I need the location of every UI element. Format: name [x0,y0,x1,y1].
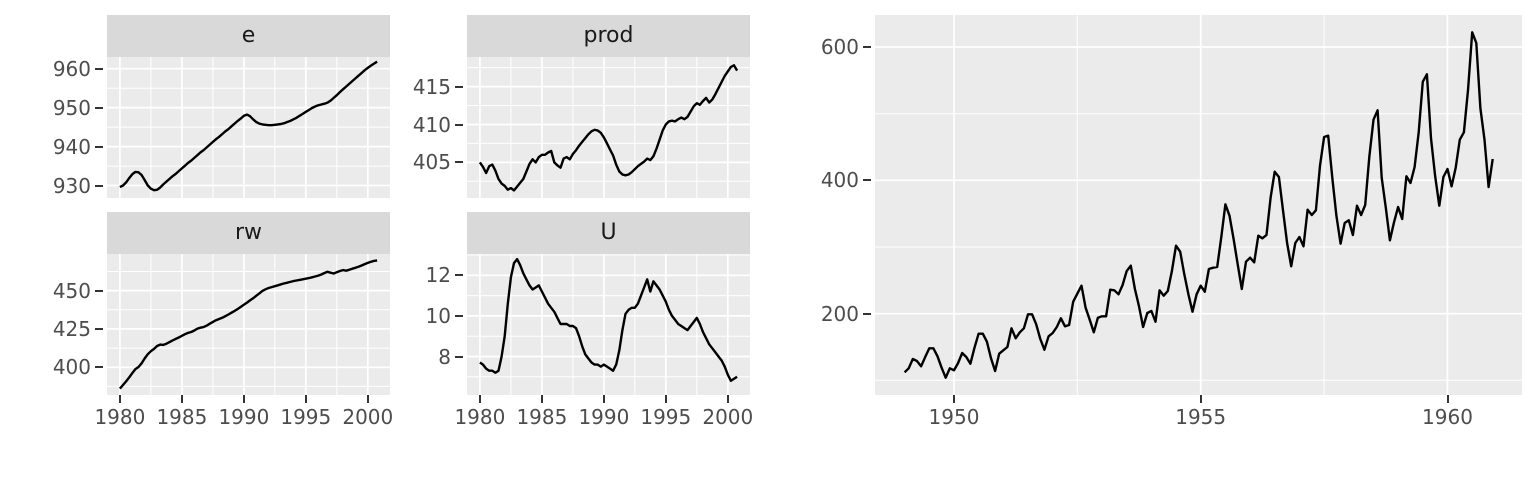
x-tick [664,395,667,403]
y-tick [95,67,103,70]
y-tick [95,327,103,330]
y-axis-prod: 405 410 415 [409,57,467,198]
y-tick [455,161,463,164]
y-tick-label: 400 [820,168,859,193]
x-tick [953,395,955,403]
monthly-time-series-figure: 200 400 600 1950 1955 1960 [815,15,1522,437]
x-tick [726,395,729,403]
x-tick [1199,395,1202,403]
x-tick-label: 1995 [280,405,332,429]
y-tick-label: 415 [412,74,451,99]
y-tick-label: 410 [412,112,451,137]
x-tick [478,395,481,403]
x-tick-label: 1985 [156,405,208,429]
y-tick [455,355,463,358]
panel-rw [107,254,390,395]
y-tick [95,184,103,187]
y-tick [863,312,871,315]
y-tick [455,85,463,88]
y-tick-label: 940 [52,134,91,159]
x-axis-rw: 1980 1985 1990 1995 2000 [94,395,394,435]
y-tick [863,46,871,48]
x-tick-label: 1950 [928,405,980,429]
panel-u [467,254,750,395]
x-tick-label: 2000 [702,405,754,429]
y-tick-label: 950 [52,95,91,120]
y-tick [455,123,463,126]
x-tick-label: 1985 [516,405,568,429]
y-axis-air: 200 400 600 [815,15,875,395]
x-tick [180,395,183,403]
x-tick-label: 1995 [640,405,692,429]
y-axis-rw: 400 425 450 [49,254,107,395]
y-tick-label: 450 [52,278,91,303]
panel-prod [467,57,750,198]
x-tick-label: 1990 [218,405,270,429]
y-tick-label: 405 [412,150,451,175]
facet-strip-e: e [107,15,390,57]
y-tick-label: 8 [438,344,451,369]
y-tick-label: 960 [52,56,91,81]
x-tick-label: 1990 [578,405,630,429]
x-tick [304,395,307,403]
facet-e: e 930 940 950 960 [49,15,390,198]
x-tick [1446,395,1449,403]
y-tick [95,106,103,109]
x-tick [366,395,369,403]
x-tick-label: 2000 [342,405,394,429]
y-tick [95,145,103,148]
facet-strip-u: U [467,212,750,254]
facet-strip-label: e [241,23,256,48]
y-tick [455,274,463,277]
y-tick-label: 425 [52,316,91,341]
y-tick-label: 930 [52,173,91,198]
x-tick-label: 1980 [454,405,506,429]
facet-strip-rw: rw [107,212,390,254]
y-tick [95,366,103,369]
panel-air [875,15,1522,395]
facet-strip-label: rw [234,220,263,245]
x-axis-u: 1980 1985 1990 1995 2000 [454,395,754,435]
x-tick-label: 1955 [1175,405,1227,429]
x-tick-label: 1980 [94,405,146,429]
facet-strip-prod: prod [467,15,750,57]
facet-time-series-figure: e 930 940 950 960 prod 405 410 415 rw 400 425 4… [49,15,754,435]
y-tick-label: 400 [52,355,91,380]
x-tick [242,395,245,403]
x-tick-label: 1960 [1422,405,1473,429]
x-axis-air: 1950 1955 1960 [875,395,1522,437]
facet-strip-label: U [600,220,617,245]
y-tick [863,179,871,182]
y-tick [455,314,463,317]
y-tick-label: 200 [820,301,859,326]
x-tick [602,395,605,403]
x-tick [540,395,543,403]
y-tick-label: 10 [425,303,451,328]
y-axis-e: 930 940 950 960 [49,57,107,198]
facet-prod: prod 405 410 415 [409,15,750,198]
panel-e [107,57,390,198]
y-tick [95,289,103,292]
x-tick [118,395,121,403]
y-tick-label: 12 [425,263,451,288]
facet-strip-label: prod [583,23,634,48]
facet-u: U 8 10 12 1980 1985 1990 1995 2000 [409,212,754,435]
facet-rw: rw 400 425 450 1980 1985 1990 1995 2000 [49,212,394,435]
y-tick-label: 600 [820,35,859,59]
y-axis-u: 8 10 12 [409,254,467,395]
